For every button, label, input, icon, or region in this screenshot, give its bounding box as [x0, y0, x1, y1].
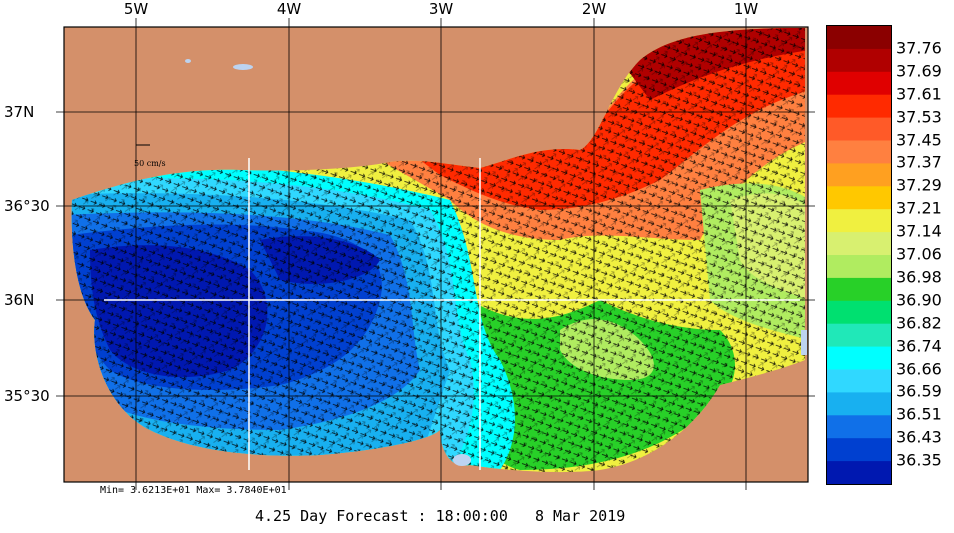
colorbar-swatch	[827, 163, 891, 187]
colorbar-tick-label: 36.66	[896, 359, 942, 378]
colorbar-tick-label: 37.37	[896, 152, 942, 172]
colorbar-swatch	[827, 26, 891, 50]
map-frame	[63, 26, 809, 483]
colorbar-tick-label: 37.53	[896, 107, 942, 127]
colorbar-tick-label: 36.90	[896, 290, 942, 310]
colorbar-tick-label: 36.74	[896, 336, 942, 356]
colorbar-tick-label: 36.43	[896, 427, 942, 447]
colorbar-swatch	[827, 232, 891, 256]
longitude-label: 5W	[123, 0, 149, 18]
colorbar-swatch	[827, 438, 891, 462]
section-lines	[104, 158, 800, 470]
colorbar-swatch	[827, 369, 891, 393]
colorbar-tick-label: 37.61	[896, 84, 942, 104]
latitude-label: 36N	[4, 291, 35, 309]
colorbar-swatch	[827, 461, 891, 484]
colorbar-tick-label: 36.51	[896, 404, 942, 424]
colorbar-tick-label: 37.69	[896, 61, 942, 81]
colorbar-swatch	[827, 48, 891, 73]
colorbar-tick-label: 36.35	[896, 450, 942, 470]
colorbar-tick-label: 37.06	[896, 244, 942, 264]
colorbar-swatch	[827, 415, 891, 439]
latitude-label: 35°30	[4, 387, 50, 405]
longitude-label: 1W	[733, 0, 759, 18]
colorbar-swatch	[827, 277, 891, 302]
colorbar-swatch	[827, 94, 891, 119]
colorbar-swatch	[827, 117, 891, 141]
colorbar-swatch	[827, 392, 891, 416]
lake-3	[453, 454, 471, 466]
lake-4	[801, 330, 807, 355]
longitude-label: 2W	[581, 0, 607, 18]
longitude-label: 3W	[428, 0, 454, 18]
colorbar-tick-label: 37.45	[896, 130, 942, 149]
latitude-label: 36°30	[4, 197, 50, 215]
colorbar-tick-label: 36.59	[896, 381, 942, 401]
longitude-label: 4W	[276, 0, 302, 18]
colorbar-tick-label: 37.14	[896, 221, 942, 241]
colorbar-swatch	[827, 300, 891, 325]
colorbar-swatch	[827, 71, 891, 96]
forecast-caption: 4.25 Day Forecast : 18:00:00 8 Mar 2019	[255, 507, 626, 525]
colorbar-swatch	[827, 255, 891, 279]
colorbar-tick-label: 37.21	[896, 198, 942, 218]
vector-scale-label: 50 cm/s	[134, 159, 166, 168]
colorbar-swatch	[827, 323, 891, 348]
lake-1	[185, 59, 191, 63]
colorbar-swatch	[827, 209, 891, 233]
lake-2	[233, 64, 253, 70]
colorbar-tick-label: 37.76	[896, 38, 942, 58]
salinity-colorbar	[826, 25, 892, 485]
colorbar-tick-label: 36.98	[896, 267, 942, 287]
colorbar-swatch	[827, 186, 891, 210]
colorbar-tick-label: 37.29	[896, 175, 942, 195]
latitude-label: 37N	[4, 103, 35, 121]
colorbar-swatch	[827, 346, 891, 370]
min-max-stats: Min= 3.6213E+01 Max= 3.7840E+01	[100, 485, 287, 496]
colorbar-tick-label: 36.82	[896, 313, 942, 333]
colorbar-swatch	[827, 140, 891, 164]
